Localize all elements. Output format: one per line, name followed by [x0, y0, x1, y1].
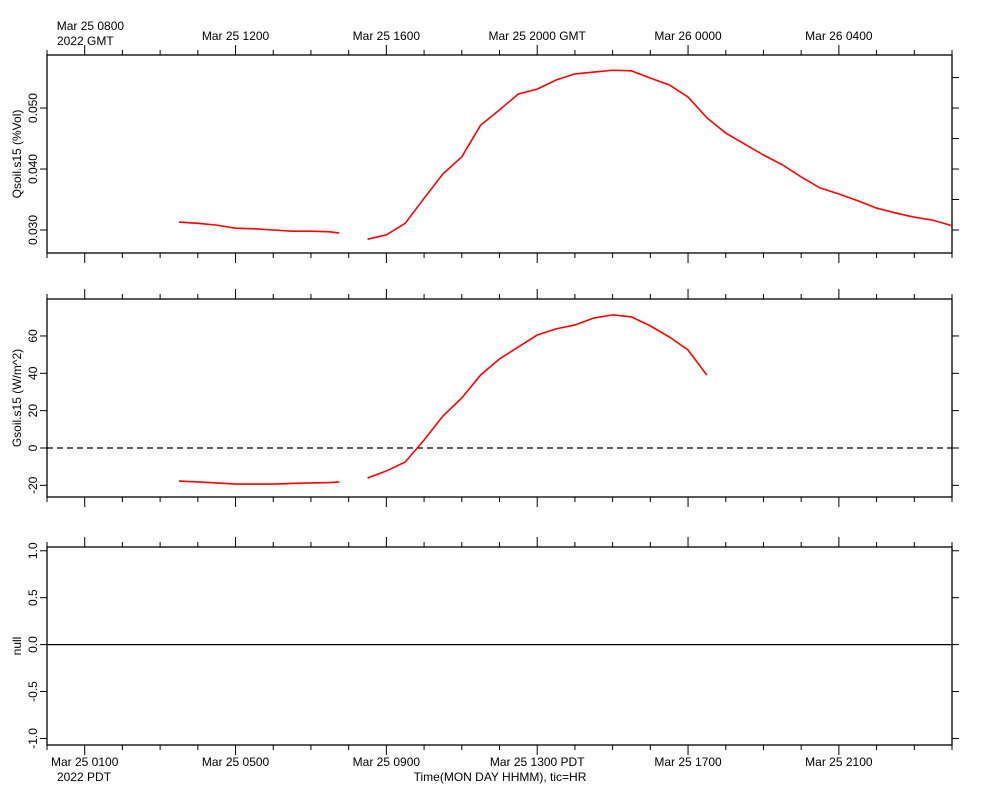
- x-top-tick-label: Mar 25 0800: [57, 19, 125, 33]
- year-top: 2022 GMT: [57, 34, 114, 48]
- y-tick-label: 40: [26, 366, 40, 380]
- x-top-tick-label: Mar 25 1600: [353, 29, 421, 43]
- x-top-tick-label: Mar 25 2000 GMT: [489, 29, 587, 43]
- plot-frame: [46, 54, 953, 254]
- plot-frame: [46, 546, 953, 746]
- data-line: [178, 314, 708, 485]
- x-axis-title: Time(MON DAY HHMM), tic=HR: [414, 770, 587, 784]
- y-tick-label: 0.5: [26, 589, 40, 606]
- y-axis-title: null: [10, 637, 24, 656]
- x-tick-label: Mar 25 1700: [654, 755, 722, 769]
- x-tick-label: Mar 25 0100: [51, 755, 119, 769]
- x-top-tick-label: Mar 26 0400: [805, 29, 873, 43]
- x-tick-label: Mar 25 2100: [805, 755, 873, 769]
- y-tick-label: 0.030: [26, 215, 40, 245]
- data-line: [178, 69, 953, 240]
- x-tick-label: Mar 25 1300 PDT: [490, 755, 585, 769]
- y-tick-label: 60: [26, 329, 40, 343]
- plot-frame: [46, 298, 953, 498]
- y-tick-label: -20: [26, 476, 40, 494]
- y-tick-label: 0: [26, 444, 40, 451]
- y-tick-label: 20: [26, 404, 40, 418]
- x-tick-label: Mar 25 0500: [202, 755, 270, 769]
- y-tick-label: 0.040: [26, 154, 40, 184]
- y-tick-label: 0.050: [26, 93, 40, 123]
- x-top-tick-label: Mar 26 0000: [654, 29, 722, 43]
- x-tick-label: Mar 25 0900: [353, 755, 421, 769]
- y-tick-label: 0.0: [26, 636, 40, 653]
- y-tick-label: -1.0: [26, 728, 40, 749]
- x-top-tick-label: Mar 25 1200: [202, 29, 270, 43]
- y-axis-title: Qsoil.s15 (%Vol): [10, 110, 24, 199]
- y-tick-label: -0.5: [26, 681, 40, 702]
- year-bottom: 2022 PDT: [57, 770, 112, 784]
- y-tick-label: 1.0: [26, 542, 40, 559]
- y-axis-title: Gsoil.s15 (W/m^2): [10, 349, 24, 447]
